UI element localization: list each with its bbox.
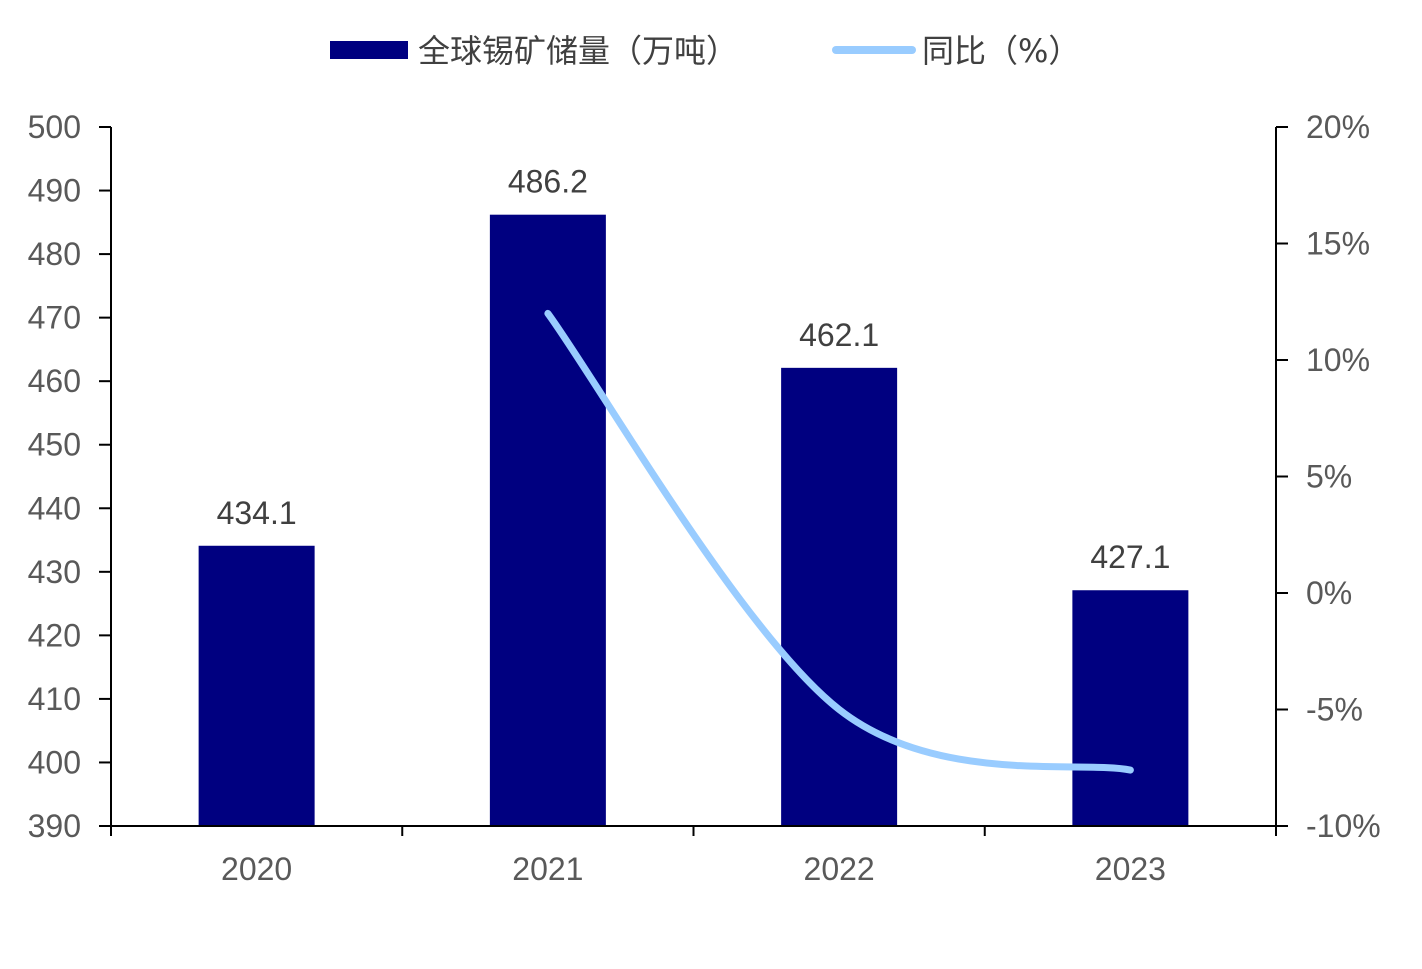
right-axis-tick-label: 20% <box>1306 109 1370 145</box>
bar-data-label: 462.1 <box>799 317 879 353</box>
plot-area: 434.1 486.2 462.1 427.1 390 400 410 420 430 440 45… <box>28 109 1381 887</box>
left-axis-tick-label: 450 <box>28 427 81 463</box>
left-axis-tick-label: 410 <box>28 681 81 717</box>
right-axis-tick-label: -5% <box>1306 692 1363 728</box>
yoy-line <box>544 309 1134 774</box>
right-axis-tick-label: 0% <box>1306 575 1352 611</box>
bar <box>781 367 898 826</box>
left-axis-tick-label: 490 <box>28 173 81 209</box>
bar <box>198 545 315 826</box>
bar-data-label: 434.1 <box>217 495 297 531</box>
left-axis-tick-label: 500 <box>28 109 81 145</box>
bar-data-label: 427.1 <box>1090 539 1170 575</box>
x-axis-tick-label: 2021 <box>512 851 583 887</box>
left-axis-tick-label: 430 <box>28 554 81 590</box>
bar <box>489 214 606 826</box>
x-axis-tick-label: 2020 <box>221 851 292 887</box>
left-axis-tick-label: 460 <box>28 363 81 399</box>
x-axis-tick-label: 2022 <box>804 851 875 887</box>
right-axis-tick-label: 5% <box>1306 459 1352 495</box>
legend: 全球锡矿储量（万吨） 同比（%） <box>330 32 1080 70</box>
right-axis-tick-label: -10% <box>1306 808 1381 844</box>
left-axis-tick-label: 480 <box>28 236 81 272</box>
right-axis-tick-label: 10% <box>1306 342 1370 378</box>
legend-line-label: 同比（%） <box>922 32 1080 70</box>
legend-bar-swatch <box>330 41 408 59</box>
left-axis-tick-label: 390 <box>28 808 81 844</box>
left-axis-tick-label: 470 <box>28 300 81 336</box>
right-axis-tick-label: 15% <box>1306 226 1370 262</box>
left-axis-tick-label: 420 <box>28 617 81 653</box>
legend-bar-label: 全球锡矿储量（万吨） <box>418 32 738 70</box>
bar-data-label: 486.2 <box>508 164 588 200</box>
x-axis-tick-label: 2023 <box>1095 851 1166 887</box>
bar <box>1072 590 1189 826</box>
left-axis-tick-label: 400 <box>28 744 81 780</box>
left-axis-tick-label: 440 <box>28 490 81 526</box>
